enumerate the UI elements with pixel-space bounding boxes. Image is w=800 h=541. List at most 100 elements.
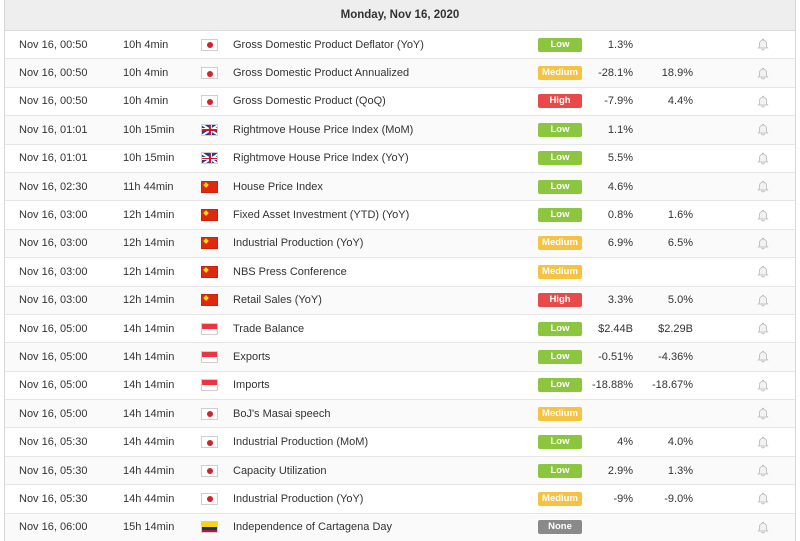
event-actual: 5.5% — [607, 152, 633, 165]
event-title[interactable]: Industrial Production (MoM) — [233, 436, 369, 449]
event-title[interactable]: Industrial Production (YoY) — [233, 237, 364, 250]
event-row[interactable]: Nov 16, 01:01 10h 15min Rightmove House Pr… — [5, 144, 795, 173]
bell-icon[interactable] — [755, 400, 771, 427]
event-row[interactable]: Nov 16, 05:00 14h 14min Imports Low -18.88% -… — [5, 371, 795, 401]
event-row[interactable]: Nov 16, 05:00 14h 14min Trade Balance Low $2… — [5, 314, 795, 344]
bell-icon[interactable] — [755, 201, 771, 228]
event-country — [201, 88, 218, 115]
bell-icon[interactable] — [755, 372, 771, 399]
event-title[interactable]: Industrial Production (YoY) — [233, 492, 364, 505]
bell-icon[interactable] — [755, 457, 771, 484]
event-previous — [635, 400, 693, 427]
japan-flag-icon — [201, 38, 218, 51]
event-row[interactable]: Nov 16, 00:50 10h 4min Gross Domestic Prod… — [5, 31, 795, 60]
event-actual: 1.1% — [607, 123, 633, 136]
importance-badge: Low — [538, 208, 582, 223]
event-row[interactable]: Nov 16, 03:00 12h 14min Industrial Product… — [5, 229, 795, 259]
event-row[interactable]: Nov 16, 03:00 12h 14min Fixed Asset Invest… — [5, 201, 795, 230]
china-flag-icon — [201, 265, 218, 278]
importance-badge: High — [538, 293, 582, 308]
bell-icon[interactable] — [755, 287, 771, 314]
china-flag-icon — [201, 209, 218, 222]
event-title[interactable]: BoJ's Masai speech — [233, 407, 331, 420]
japan-flag-icon — [201, 492, 218, 505]
event-actual: -7.9% — [604, 95, 633, 108]
importance-cell: Medium — [538, 230, 582, 257]
event-countdown: 14h 44min — [123, 436, 175, 449]
event-title[interactable]: Rightmove House Price Index (MoM) — [233, 123, 414, 136]
event-title[interactable]: Capacity Utilization — [233, 464, 327, 477]
event-title[interactable]: Retail Sales (YoY) — [233, 294, 322, 307]
event-title[interactable]: Gross Domestic Product Annualized — [233, 67, 410, 80]
event-row[interactable]: Nov 16, 06:00 15h 14min Independence of Ca… — [5, 513, 795, 541]
importance-cell: Medium — [538, 485, 582, 512]
event-title[interactable]: Gross Domestic Product (QoQ) — [233, 95, 386, 108]
event-datetime: Nov 16, 01:01 — [19, 123, 88, 136]
event-countdown: 12h 14min — [123, 294, 175, 307]
event-row[interactable]: Nov 16, 05:30 14h 44min Industrial Product… — [5, 428, 795, 457]
importance-cell: None — [538, 514, 582, 541]
bell-icon[interactable] — [755, 485, 771, 512]
event-datetime: Nov 16, 00:50 — [19, 38, 88, 51]
event-country — [201, 287, 218, 314]
bell-icon[interactable] — [755, 315, 771, 342]
event-title[interactable]: NBS Press Conference — [233, 265, 347, 278]
event-actual: 4.6% — [607, 180, 633, 193]
importance-cell: Medium — [538, 400, 582, 427]
importance-cell: Low — [538, 116, 582, 143]
importance-cell: Medium — [538, 258, 582, 285]
event-title[interactable]: Fixed Asset Investment (YTD) (YoY) — [233, 209, 410, 222]
bell-icon[interactable] — [755, 173, 771, 200]
event-row[interactable]: Nov 16, 03:00 12h 14min NBS Press Conferen… — [5, 258, 795, 287]
bell-icon[interactable] — [755, 145, 771, 172]
event-row[interactable]: Nov 16, 03:00 12h 14min Retail Sales (YoY)… — [5, 286, 795, 315]
event-actual: 4% — [617, 436, 633, 449]
importance-badge: None — [538, 520, 582, 535]
event-countdown: 14h 44min — [123, 464, 175, 477]
importance-badge: Low — [538, 151, 582, 166]
event-previous: -18.67% — [652, 379, 693, 392]
bell-icon[interactable] — [755, 31, 771, 58]
event-title[interactable]: Independence of Cartagena Day — [233, 521, 393, 534]
event-country — [201, 258, 218, 285]
event-list: Nov 16, 00:50 10h 4min Gross Domestic Prod… — [5, 31, 795, 541]
bell-icon[interactable] — [755, 230, 771, 257]
event-row[interactable]: Nov 16, 05:00 14h 14min Exports Low -0.51% -4… — [5, 343, 795, 372]
bell-icon[interactable] — [755, 514, 771, 541]
event-previous: 5.0% — [667, 294, 693, 307]
bell-icon[interactable] — [755, 258, 771, 285]
importance-cell: Low — [538, 31, 582, 58]
event-datetime: Nov 16, 05:00 — [19, 350, 88, 363]
event-row[interactable]: Nov 16, 05:30 14h 44min Capacity Utilizati… — [5, 456, 795, 486]
bell-icon[interactable] — [755, 116, 771, 143]
bell-icon[interactable] — [755, 428, 771, 455]
event-row[interactable]: Nov 16, 00:50 10h 4min Gross Domestic Prod… — [5, 87, 795, 117]
event-title[interactable]: House Price Index — [233, 180, 323, 193]
event-row[interactable]: Nov 16, 00:50 10h 4min Gross Domestic Prod… — [5, 59, 795, 88]
event-row[interactable]: Nov 16, 01:01 10h 15min Rightmove House Pr… — [5, 116, 795, 145]
event-previous — [635, 514, 693, 541]
event-row[interactable]: Nov 16, 05:00 14h 14min BoJ's Masai speech… — [5, 400, 795, 429]
event-title[interactable]: Imports — [233, 379, 270, 392]
japan-flag-icon — [201, 436, 218, 449]
bell-icon[interactable] — [755, 343, 771, 370]
event-title[interactable]: Gross Domestic Product Deflator (YoY) — [233, 38, 424, 51]
china-flag-icon — [201, 237, 218, 250]
bell-icon[interactable] — [755, 88, 771, 115]
event-title[interactable]: Rightmove House Price Index (YoY) — [233, 152, 409, 165]
event-row[interactable]: Nov 16, 05:30 14h 44min Industrial Product… — [5, 485, 795, 514]
bell-icon[interactable] — [755, 59, 771, 86]
event-title[interactable]: Exports — [233, 350, 271, 363]
importance-cell: High — [538, 287, 582, 314]
importance-badge: Medium — [538, 491, 582, 506]
event-title[interactable]: Trade Balance — [233, 322, 305, 335]
event-countdown: 11h 44min — [123, 180, 174, 193]
event-country — [201, 485, 218, 512]
event-previous: -9.0% — [664, 492, 693, 505]
event-country — [201, 173, 218, 200]
event-actual: $2.44B — [598, 322, 633, 335]
day-header-date: Monday, Nov 16, 2020 — [340, 9, 460, 21]
importance-cell: Low — [538, 372, 582, 399]
event-datetime: Nov 16, 05:00 — [19, 407, 88, 420]
event-row[interactable]: Nov 16, 02:30 11h 44min House Price Index L… — [5, 172, 795, 202]
